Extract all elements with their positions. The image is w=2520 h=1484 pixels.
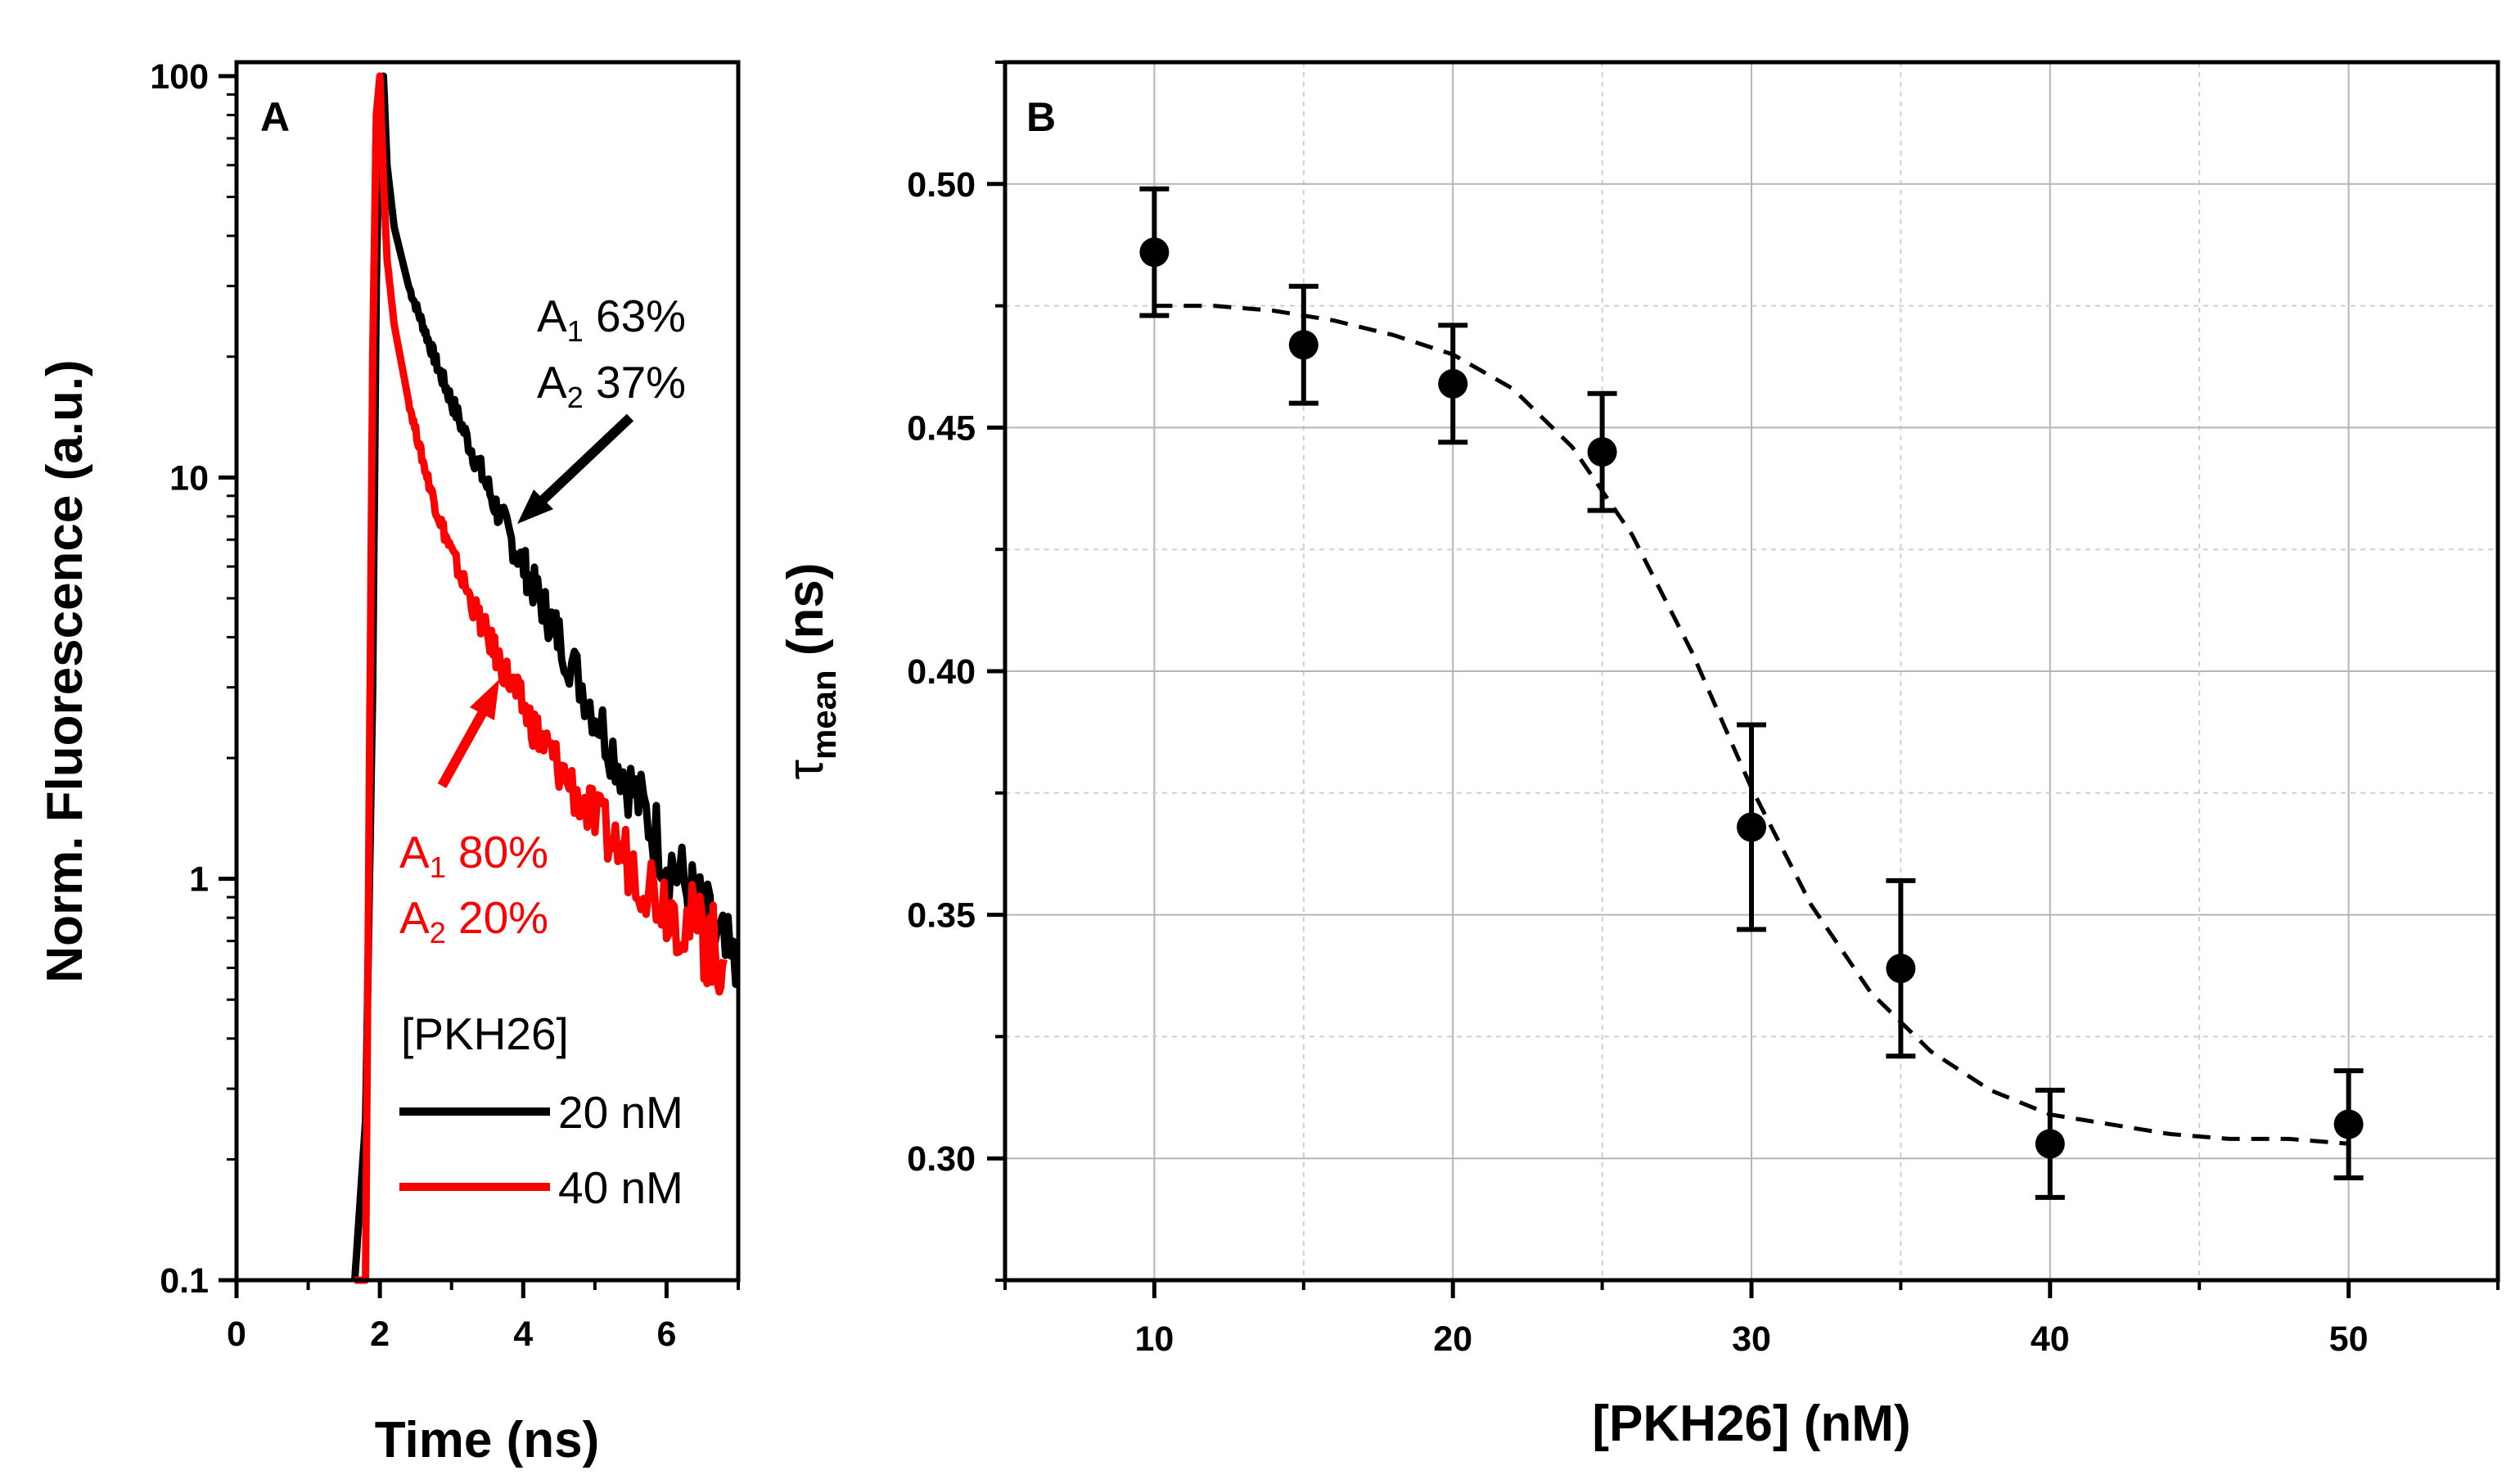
- legend-label-20nm: 20 nM: [558, 1087, 683, 1138]
- a-ytick-label: 0.1: [160, 1261, 209, 1301]
- panel-a-legend: [PKH26] 20 nM 40 nM: [399, 1008, 683, 1213]
- data-point: [1737, 812, 1766, 842]
- decay-curve-40nm: [351, 72, 728, 1284]
- data-point: [1139, 237, 1170, 268]
- b-xtick-label: 20: [1433, 1319, 1472, 1359]
- svg-text:A2 20%: A2 20%: [399, 892, 548, 949]
- panel-b: 10 20 30 40 50 0.30 0.35 0.40 0.45 0.50 B [PKH26]…: [778, 60, 2500, 1452]
- ylabel-tau: τ: [778, 760, 834, 780]
- annot-20nm-a1-symbol: A: [537, 291, 567, 341]
- annot-40nm-a1-symbol: A: [399, 827, 430, 877]
- legend-title: [PKH26]: [401, 1008, 569, 1059]
- a-xtick-label: 4: [513, 1315, 533, 1354]
- annot-40nm-a2-sub: 2: [430, 916, 446, 949]
- data-point: [2333, 1109, 2364, 1139]
- panel-a-xlabel: Time (ns): [375, 1412, 599, 1468]
- b-ytick-label: 0.50: [907, 165, 976, 205]
- panel-b-grid: [1005, 62, 2498, 1280]
- panel-a: 0 2 4 6 0.1 1 10 100 A Time (ns) Norm. Fluoresc…: [37, 57, 741, 1468]
- annot-40nm-a1-sub: 1: [430, 850, 446, 884]
- ylabel-unit: (ns): [778, 562, 834, 656]
- ylabel-sub: mean: [805, 670, 843, 760]
- annot-20nm-a2-symbol: A: [537, 357, 567, 408]
- panel-b-xlabel: [PKH26] (nM): [1592, 1396, 1910, 1452]
- b-xtick-label: 40: [2031, 1319, 2070, 1359]
- panel-a-frame: [234, 60, 741, 1283]
- annot-40nm-arrowhead: [470, 679, 499, 720]
- annot-20nm-a2-sub: 2: [567, 381, 584, 414]
- annot-20nm-arrowhead: [517, 489, 553, 524]
- data-point: [2035, 1129, 2065, 1159]
- annot-40nm-arrow: [437, 710, 488, 788]
- annot-20nm-a1-sub: 1: [567, 314, 584, 348]
- svg-text:A1 80%: A1 80%: [399, 827, 548, 884]
- data-point: [1288, 330, 1319, 360]
- panel-a-plot-area: [351, 72, 740, 1284]
- annot-40nm-a2-symbol: A: [399, 892, 430, 943]
- b-ytick-label: 0.40: [907, 652, 976, 692]
- a-ytick-label: 100: [150, 57, 209, 97]
- panel-a-label: A: [260, 94, 290, 140]
- panel-b-ylabel: τmean (ns): [778, 562, 843, 779]
- panel-a-ylabel: Norm. Fluorescence (a.u.): [37, 359, 93, 982]
- b-xtick-label: 50: [2329, 1319, 2369, 1359]
- annot-40nm-a2-value: 20%: [446, 892, 548, 943]
- annot-20nm-a1-value: 63%: [584, 291, 686, 341]
- data-point: [1438, 368, 1468, 399]
- annotation-40nm: A1 80% A2 20%: [399, 679, 548, 949]
- ylabel-unit-space: [778, 656, 834, 670]
- panel-b-ticks: 10 20 30 40 50 0.30 0.35 0.40 0.45 0.50: [907, 61, 2500, 1359]
- annot-20nm-a2-value: 37%: [584, 357, 686, 408]
- b-xtick-label: 30: [1732, 1319, 1771, 1359]
- panel-b-label: B: [1026, 94, 1056, 140]
- b-xtick-label: 10: [1134, 1319, 1174, 1359]
- data-point: [1587, 437, 1617, 467]
- svg-text:A2 37%: A2 37%: [537, 357, 686, 414]
- panel-a-ticks: 0 2 4 6 0.1 1 10 100: [150, 57, 740, 1354]
- b-ytick-label: 0.35: [907, 896, 976, 936]
- annotation-20nm: A1 63% A2 37%: [517, 291, 686, 524]
- data-point: [1886, 954, 1916, 984]
- annot-20nm-arrow: [538, 413, 634, 505]
- b-ytick-label: 0.30: [907, 1139, 976, 1179]
- svg-text:A1 63%: A1 63%: [537, 291, 686, 348]
- panel-b-plot-area: [1139, 186, 2364, 1200]
- a-xtick-label: 0: [227, 1315, 246, 1354]
- legend-label-40nm: 40 nM: [558, 1162, 683, 1213]
- a-xtick-label: 6: [656, 1315, 676, 1354]
- a-ytick-label: 1: [189, 860, 209, 900]
- a-ytick-label: 10: [169, 458, 209, 498]
- annot-40nm-a1-value: 80%: [446, 827, 548, 877]
- b-ytick-label: 0.45: [907, 408, 976, 448]
- a-xtick-label: 2: [370, 1315, 390, 1354]
